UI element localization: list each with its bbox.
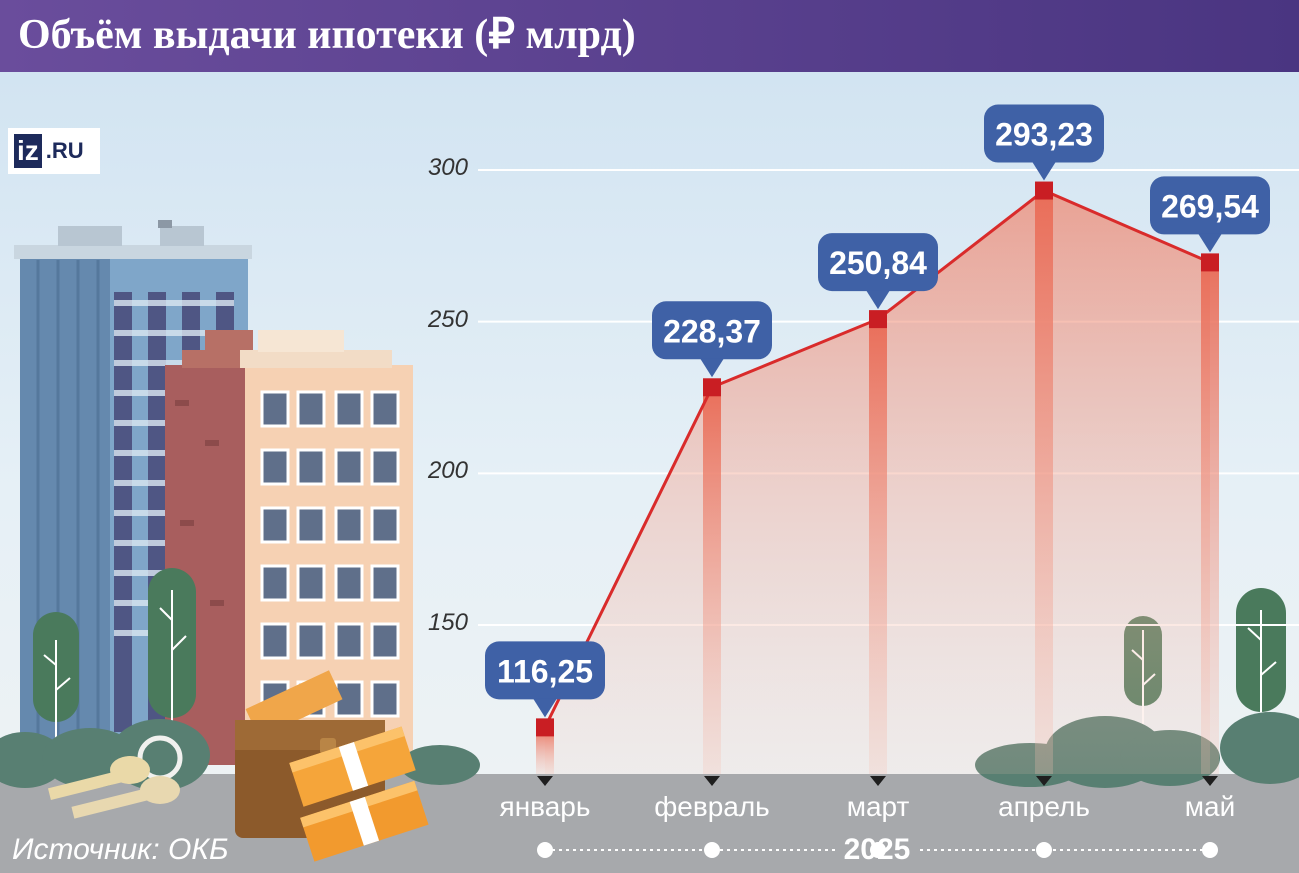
source-note: Источник: ОКБ [12,833,229,866]
data-point [703,378,721,397]
window [260,564,290,602]
money-stack-icon [289,726,429,862]
window [296,448,326,486]
keys-icon [48,735,183,819]
tree-icon [33,568,196,740]
x-tick [704,776,720,786]
year-label: 2025 [843,833,911,866]
data-point [536,718,554,737]
data-label: 250,84 [829,245,927,281]
logo-mark: iz [14,134,42,168]
timeline-dot [1036,842,1052,858]
data-label: 269,54 [1161,188,1259,224]
data-label: 116,25 [497,653,593,689]
iz-logo: iz .RU [8,128,100,174]
value-bar [703,387,721,774]
value-label-bubble: 116,25 [485,641,605,718]
data-label: 293,23 [995,117,1093,153]
x-tick [870,776,886,786]
value-bar [1035,190,1053,775]
x-tick-label: апрель [998,791,1090,822]
window [296,622,326,660]
title-banner: Объём выдачи ипотеки (₽ млрд) [0,0,1299,72]
data-label: 228,37 [663,313,761,349]
value-bar [1201,262,1219,774]
y-tick-label: 300 [427,154,468,181]
window [260,390,290,428]
x-tick-label: май [1184,791,1236,822]
x-tick [537,776,553,786]
data-point [1035,181,1053,200]
y-tick-label: 200 [427,457,468,485]
value-bar [536,727,554,774]
window [370,622,400,660]
window [260,622,290,660]
y-tick-label: 150 [427,609,468,636]
data-point [869,310,887,329]
window [370,390,400,428]
value-label-bubble: 250,84 [818,233,938,310]
window [296,390,326,428]
window [334,390,364,428]
y-tick-label: 250 [427,305,468,333]
timeline-dot [537,842,553,858]
window [334,622,364,660]
value-label-bubble: 228,37 [652,301,772,378]
value-bar [869,319,887,774]
timeline-dot [704,842,720,858]
x-tick-label: март [846,791,910,822]
window [370,506,400,544]
window [370,680,400,718]
window [260,448,290,486]
timeline-dot [870,842,886,858]
window [334,564,364,602]
window [370,564,400,602]
timeline-dot [1202,842,1218,858]
window [296,564,326,602]
x-tick-label: январь [499,791,591,822]
window [260,506,290,544]
chart-title: Объём выдачи ипотеки (₽ млрд) [18,12,636,58]
value-label-bubble: 269,54 [1150,176,1270,253]
window [370,448,400,486]
x-tick [1202,776,1218,786]
x-tick [1036,776,1052,786]
logo-domain: .RU [45,138,84,163]
x-tick-label: февраль [654,791,770,822]
window [334,506,364,544]
window [296,506,326,544]
value-label-bubble: 293,23 [984,104,1104,181]
window [334,448,364,486]
data-point [1201,253,1219,272]
